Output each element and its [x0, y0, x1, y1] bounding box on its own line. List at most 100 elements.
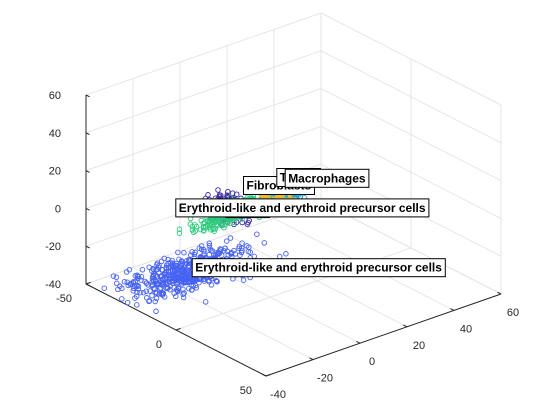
- data-point: [146, 298, 152, 305]
- y-tick-label: 20: [413, 340, 425, 352]
- x-tick-label: 0: [156, 339, 162, 351]
- data-point: [171, 262, 178, 269]
- grid-line: [320, 12, 502, 106]
- data-point: [225, 252, 232, 258]
- data-point: [152, 286, 158, 292]
- data-point: [189, 287, 195, 293]
- y-tick-label: 60: [507, 307, 519, 319]
- x-tick-label: -50: [56, 293, 72, 305]
- data-point: [143, 280, 150, 286]
- z-tick-mark: [85, 132, 90, 136]
- data-point: [178, 258, 185, 264]
- data-point: [202, 299, 209, 305]
- z-tick-label: 40: [49, 128, 61, 140]
- data-point: [206, 243, 213, 249]
- data-point: [149, 292, 155, 299]
- data-point: [194, 276, 200, 283]
- data-point: [227, 235, 234, 241]
- data-point: [152, 278, 159, 285]
- data-point: [133, 293, 140, 299]
- data-point: [182, 262, 188, 268]
- data-point: [135, 273, 141, 280]
- z-tick-mark: [85, 245, 90, 249]
- data-point: [161, 275, 168, 281]
- data-point: [191, 222, 198, 228]
- data-point: [181, 249, 187, 256]
- x-tick-mark: [265, 373, 271, 377]
- data-point: [159, 267, 165, 273]
- data-point: [206, 240, 213, 247]
- y-tick-label: 0: [369, 356, 375, 368]
- grid-line: [320, 125, 502, 219]
- data-point: [214, 278, 220, 285]
- tick-labels: -50 0 50 -40 -20 0 20 40 60 -40 -20 0 20 40 60: [45, 90, 519, 401]
- data-point: [142, 278, 148, 285]
- data-point: [163, 285, 170, 292]
- data-point: [113, 280, 120, 287]
- x-tick-mark: [85, 281, 91, 285]
- data-point: [147, 288, 153, 294]
- y-tick-label: 40: [460, 323, 472, 335]
- data-point: [223, 238, 230, 244]
- data-point: [283, 251, 289, 257]
- data-point: [176, 226, 183, 233]
- grid-line: [85, 50, 322, 134]
- grid-line: [226, 234, 408, 328]
- y-tick-mark: [309, 357, 314, 361]
- data-point: [189, 227, 196, 233]
- data-point: [121, 278, 128, 285]
- grid-line: [85, 12, 322, 96]
- data-point: [165, 260, 171, 266]
- z-tick-label: 0: [55, 203, 61, 215]
- data-point: [101, 285, 108, 291]
- data-point: [150, 273, 157, 279]
- data-point: [228, 251, 235, 257]
- data-point: [188, 276, 195, 282]
- data-point: [212, 219, 219, 226]
- data-point: [159, 282, 165, 288]
- data-point: [188, 252, 194, 258]
- cluster-label-box: [191, 258, 446, 278]
- data-point: [245, 219, 251, 226]
- data-point: [218, 252, 225, 259]
- cluster-label-box: [175, 198, 430, 218]
- grid-line: [85, 88, 322, 172]
- axes: [85, 94, 502, 377]
- data-point: [206, 277, 212, 284]
- grid-line: [320, 88, 502, 182]
- cluster-label-text: Macrophages: [288, 171, 366, 185]
- data-point: [207, 227, 214, 233]
- y-tick-label: -20: [317, 373, 333, 385]
- data-point: [174, 287, 181, 294]
- data-point: [225, 188, 231, 195]
- z-tick-label: -40: [45, 279, 61, 291]
- data-point: [175, 249, 181, 256]
- data-point: [192, 249, 198, 256]
- data-point: [159, 290, 165, 296]
- data-point: [152, 272, 159, 278]
- data-point: [113, 274, 120, 281]
- data-point: [117, 283, 123, 290]
- cluster-label-box: [284, 168, 370, 188]
- data-point: [173, 293, 179, 300]
- data-point: [149, 282, 156, 288]
- data-point: [180, 268, 187, 274]
- data-point: [254, 231, 260, 237]
- x-tick-mark: [175, 327, 181, 331]
- data-point: [179, 266, 186, 273]
- data-point: [124, 299, 131, 306]
- data-point: [245, 248, 252, 255]
- data-point: [124, 279, 131, 285]
- data-point: [236, 245, 242, 252]
- y-tick-mark: [403, 324, 408, 328]
- data-point: [207, 224, 213, 230]
- data-point: [200, 228, 207, 234]
- grid-lines: [85, 12, 502, 377]
- data-point: [159, 292, 166, 298]
- y-tick-mark: [450, 308, 455, 311]
- y-axis-line: [265, 293, 502, 377]
- data-point: [173, 262, 180, 269]
- y-tick-mark: [497, 291, 502, 295]
- z-tick-label: 20: [49, 166, 61, 178]
- data-point: [150, 274, 156, 280]
